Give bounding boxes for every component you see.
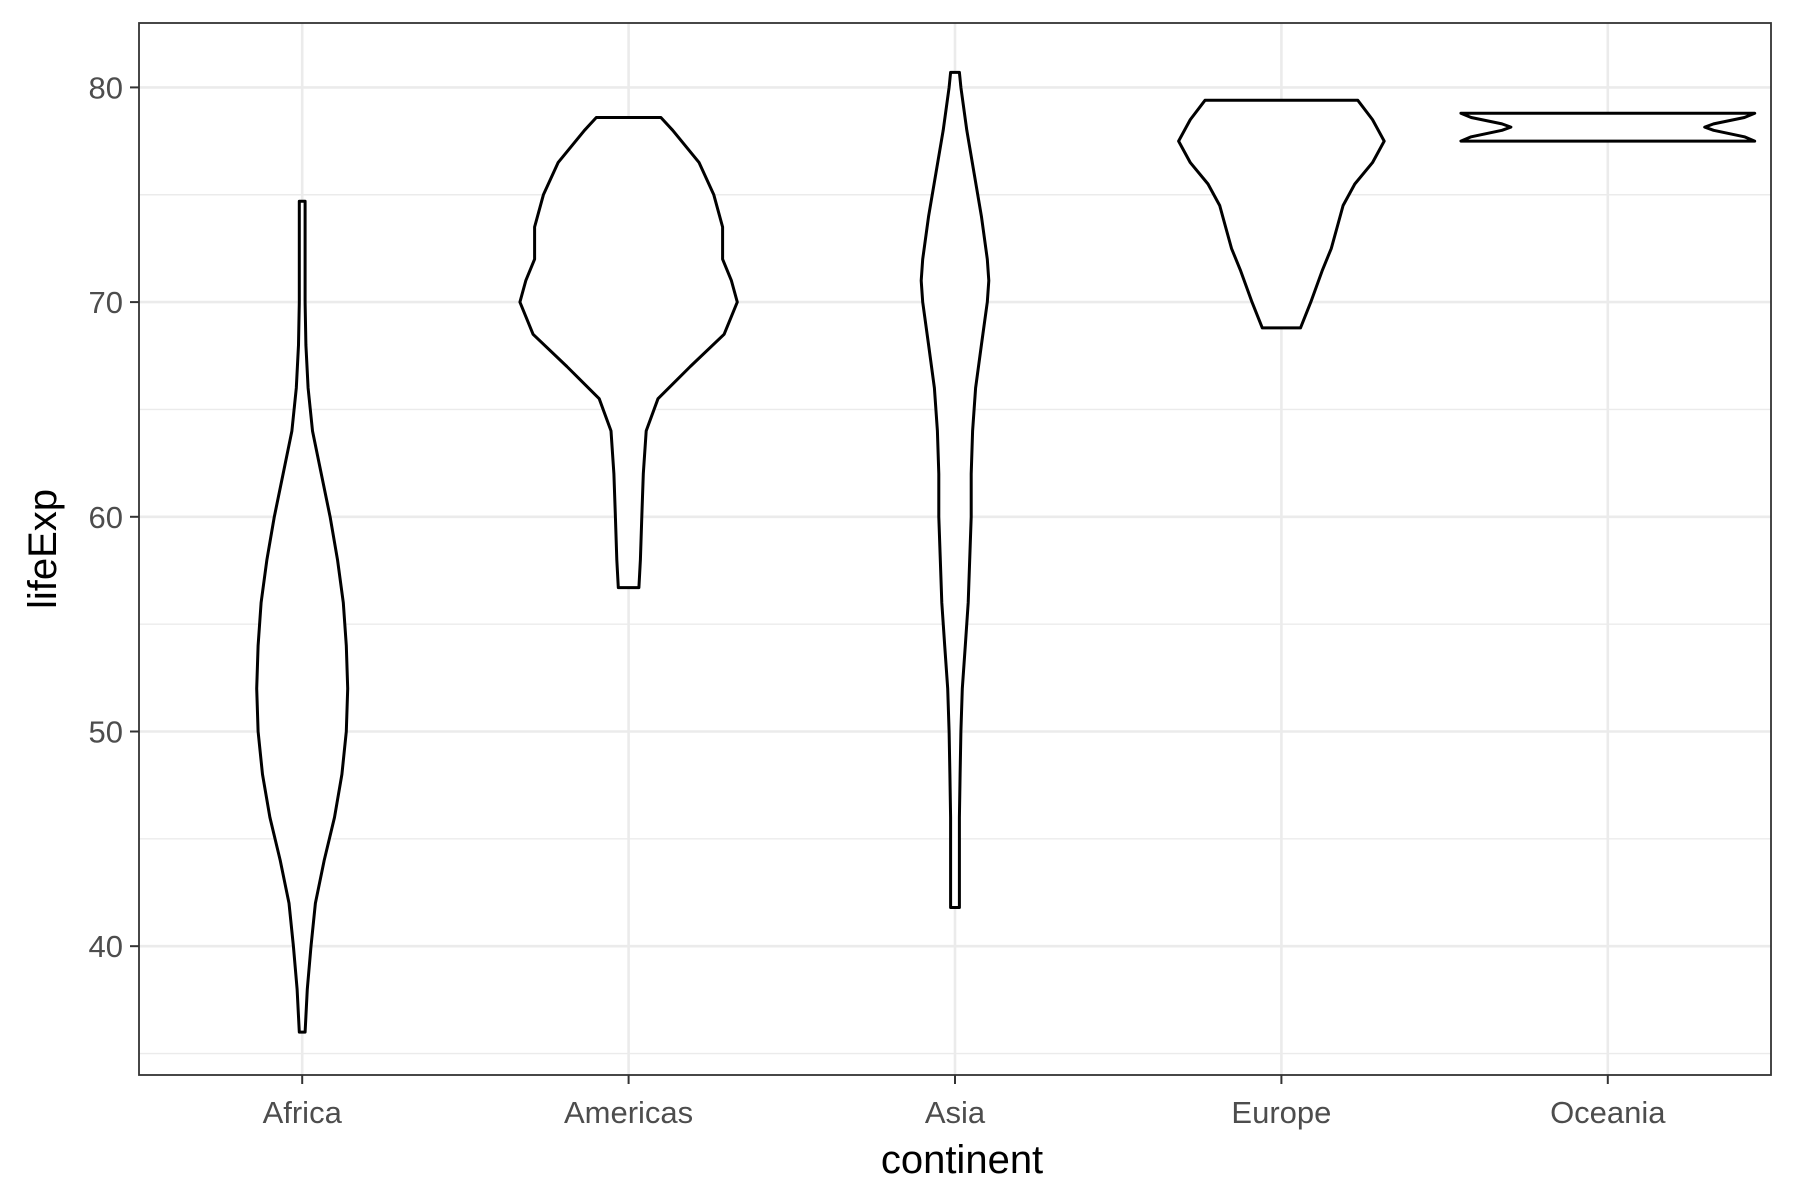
y-tick-label: 50 [89, 714, 123, 749]
y-tick-label: 60 [89, 500, 123, 535]
violin-americas [518, 116, 739, 590]
y-tick-label: 70 [89, 285, 123, 320]
violin-europe [1177, 98, 1386, 330]
violin-oceania [1459, 111, 1757, 143]
y-axis-title: lifeExp [21, 489, 65, 609]
x-tick-label: Americas [564, 1095, 693, 1130]
axes: 40 50 60 70 80 Africa Americas Asia Europe Oceani… [89, 70, 1667, 1130]
x-tick-label: Europe [1231, 1095, 1331, 1130]
x-tick-label: Oceania [1550, 1095, 1666, 1130]
x-axis-title: continent [881, 1138, 1043, 1182]
violin-africa [255, 199, 350, 1034]
violin-asia [919, 70, 991, 909]
x-tick-label: Asia [925, 1095, 986, 1130]
x-tick-label: Africa [263, 1095, 343, 1130]
y-tick-label: 40 [89, 929, 123, 964]
y-tick-label: 80 [89, 70, 123, 105]
violins [255, 70, 1757, 1034]
